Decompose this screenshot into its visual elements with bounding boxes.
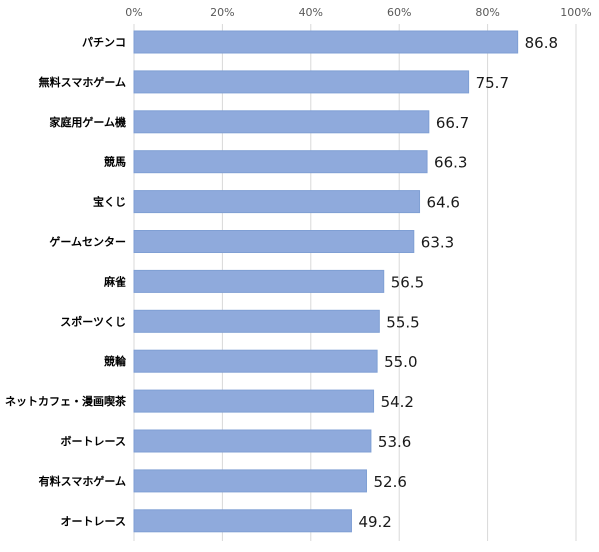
bar — [133, 309, 380, 333]
data-label: 52.6 — [373, 473, 406, 491]
bar — [133, 190, 421, 214]
bar — [133, 469, 367, 493]
x-tick-label: 60% — [387, 6, 411, 19]
category-label: ネットカフェ・漫画喫茶 — [5, 394, 127, 408]
bar — [133, 110, 430, 134]
data-label: 56.5 — [391, 273, 424, 291]
data-label: 55.5 — [386, 313, 419, 331]
category-label: パチンコ — [82, 36, 126, 49]
x-tick-label: 80% — [475, 6, 499, 19]
category-label: 麻雀 — [103, 274, 126, 288]
data-label: 66.3 — [434, 154, 467, 172]
data-label: 64.6 — [427, 194, 460, 212]
x-tick-label: 100% — [560, 6, 591, 19]
data-label: 49.2 — [358, 513, 391, 531]
category-label: 有料スマホゲーム — [39, 474, 126, 488]
category-label: 競馬 — [104, 155, 126, 169]
data-label: 53.6 — [378, 433, 411, 451]
category-label: ボートレース — [61, 434, 126, 448]
data-label: 75.7 — [476, 74, 509, 92]
data-labels: 86.8 75.7 66.7 66.3 64.6 63.3 56.5 55.5 55.0 54.2… — [358, 34, 558, 531]
data-label: 54.2 — [381, 393, 414, 411]
x-tick-label: 20% — [210, 6, 234, 19]
bar — [133, 150, 428, 174]
x-tick-label: 40% — [299, 6, 323, 19]
data-label: 66.7 — [436, 114, 469, 132]
data-label: 63.3 — [421, 234, 454, 252]
bar — [133, 349, 378, 373]
bar — [133, 230, 415, 253]
bar — [133, 389, 375, 413]
data-label: 55.0 — [384, 353, 417, 371]
category-label: スポーツくじ — [60, 314, 126, 328]
bar — [133, 70, 470, 94]
bar — [133, 269, 385, 293]
category-label: 無料スマホゲーム — [39, 75, 126, 89]
category-labels: パチンコ無料スマホゲーム家庭用ゲーム機競馬宝くじゲームセンター麻雀スポーツくじ競… — [5, 36, 127, 528]
bar — [133, 30, 519, 54]
bar — [133, 429, 372, 453]
category-label: 家庭用ゲーム機 — [49, 115, 126, 129]
bars — [133, 30, 519, 533]
category-label: 競輪 — [104, 354, 127, 368]
x-tick-label: 0% — [125, 6, 142, 19]
category-label: オートレース — [61, 515, 126, 528]
data-label: 86.8 — [525, 34, 558, 52]
category-label: ゲームセンター — [49, 235, 126, 249]
bar — [133, 509, 352, 533]
x-tick-labels: 0% 20% 40% 60% 80% 100% — [125, 6, 591, 19]
category-label: 宝くじ — [93, 195, 126, 209]
